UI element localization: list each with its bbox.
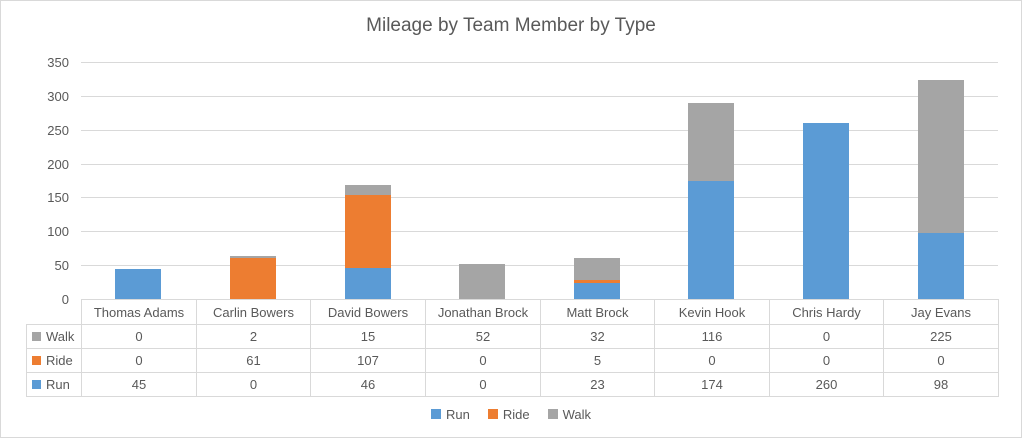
bar-segment-walk [688,103,734,181]
bar-segment-ride [345,195,391,268]
table-cell: 0 [425,372,541,397]
y-axis-tick-label: 350 [47,55,69,70]
table-cell: 23 [540,372,655,397]
table-row-header-label: Walk [46,329,75,344]
legend-item-walk: Walk [547,406,591,422]
table-cell: 61 [196,348,311,373]
table-cell: 98 [883,372,999,397]
table-cell: 260 [769,372,884,397]
table-cell: 0 [769,348,884,373]
table-row-header: Ride [26,348,82,373]
table-cell: 15 [310,324,426,349]
y-axis-tick-label: 250 [47,123,69,138]
chart-legend: Run Ride Walk [1,404,1021,424]
category-label: Jay Evans [883,299,999,325]
table-cell: 0 [425,348,541,373]
bar-segment-run [803,123,849,299]
legend-item-ride: Ride [487,406,530,422]
table-cell: 0 [81,348,197,373]
bar-segment-walk [345,185,391,195]
y-axis-tick-label: 300 [47,89,69,104]
bar-segment-run [918,233,964,299]
table-cell: 5 [540,348,655,373]
walk-legend-swatch-icon [547,409,558,419]
run-swatch-icon [32,380,41,389]
y-axis-tick-label: 200 [47,157,69,172]
y-axis-tick-label: 150 [47,190,69,205]
bar-segment-walk [230,256,276,258]
table-cell: 52 [425,324,541,349]
table-cell: 32 [540,324,655,349]
gridline [81,231,998,232]
gridline [81,62,998,63]
legend-label: Ride [502,406,530,422]
ride-swatch-icon [32,356,41,365]
bar-segment-run [688,181,734,299]
table-row-header-label: Run [46,377,70,392]
bar-segment-ride [574,280,620,283]
table-cell: 107 [310,348,426,373]
legend-item-run: Run [430,406,470,422]
walk-swatch-icon [32,332,41,341]
y-axis-tick-label: 100 [47,224,69,239]
table-cell: 0 [769,324,884,349]
category-label: Kevin Hook [654,299,770,325]
y-axis-tick-label: 0 [61,292,69,307]
y-axis-tick-label: 50 [54,258,69,273]
chart-title: Mileage by Team Member by Type [366,15,656,36]
bar-segment-walk [574,258,620,280]
table-row-header: Run [26,372,82,397]
bar-segment-run [345,268,391,299]
gridline [81,197,998,198]
gridline [81,265,998,266]
bar-segment-walk [918,80,964,233]
legend-label: Run [445,406,470,422]
ride-legend-swatch-icon [487,409,498,419]
bar-segment-ride [230,258,276,299]
bar-segment-run [574,283,620,299]
table-cell: 0 [196,372,311,397]
category-label: Jonathan Brock [425,299,541,325]
table-cell: 0 [883,348,999,373]
legend-label: Walk [562,406,591,422]
bar-segment-run [115,269,161,299]
gridline [81,96,998,97]
table-cell: 0 [654,348,770,373]
category-label: David Bowers [310,299,426,325]
run-legend-swatch-icon [430,409,441,419]
table-cell: 2 [196,324,311,349]
category-label: Matt Brock [540,299,655,325]
table-row-header: Walk [26,324,82,349]
bar-segment-walk [459,264,505,299]
table-cell: 174 [654,372,770,397]
table-cell: 225 [883,324,999,349]
gridline [81,130,998,131]
table-row-header-label: Ride [46,353,73,368]
table-cell: 46 [310,372,426,397]
table-cell: 45 [81,372,197,397]
category-label: Carlin Bowers [196,299,311,325]
gridline [81,164,998,165]
table-cell: 116 [654,324,770,349]
table-cell: 0 [81,324,197,349]
category-label: Chris Hardy [769,299,884,325]
category-label: Thomas Adams [81,299,197,325]
